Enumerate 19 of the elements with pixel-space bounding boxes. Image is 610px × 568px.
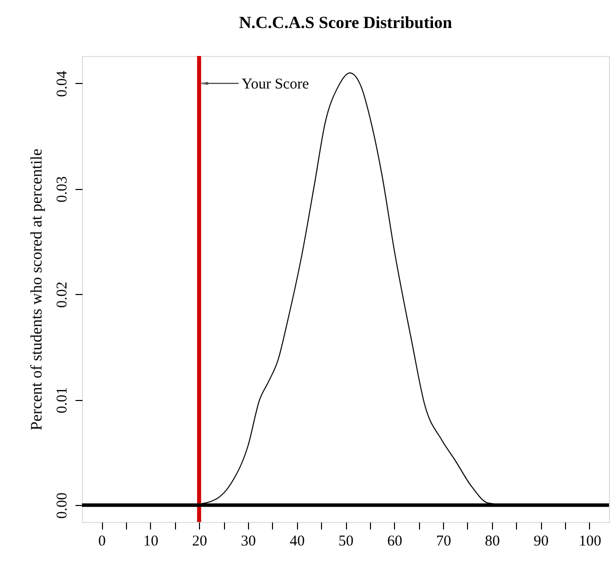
x-tick-label: 70 [436,534,452,550]
x-tick-label: 80 [484,534,500,550]
annotation: Your Score [242,76,310,92]
y-axis-title: Percent of students who scored at percentile [28,148,46,430]
y-tick-label: 0.04 [54,70,70,98]
x-tick-label: 100 [578,534,602,550]
x-tick-label: 10 [143,534,158,550]
x-tick-label: 50 [338,534,354,550]
x-tick-label: 40 [290,534,305,550]
chart-title: N.C.C.A.S Score Distribution [238,13,453,32]
x-tick-label: 30 [240,534,256,550]
y-tick-label: 0.00 [54,492,70,519]
x-tick-label: 90 [534,534,549,550]
y-tick-label: 0.01 [54,387,70,414]
x-tick-label: 60 [387,534,402,550]
y-tick-label: 0.03 [54,176,70,202]
x-tick-label: 20 [192,534,208,550]
y-tick-label: 0.02 [54,282,70,308]
x-tick-label: 0 [98,534,106,550]
